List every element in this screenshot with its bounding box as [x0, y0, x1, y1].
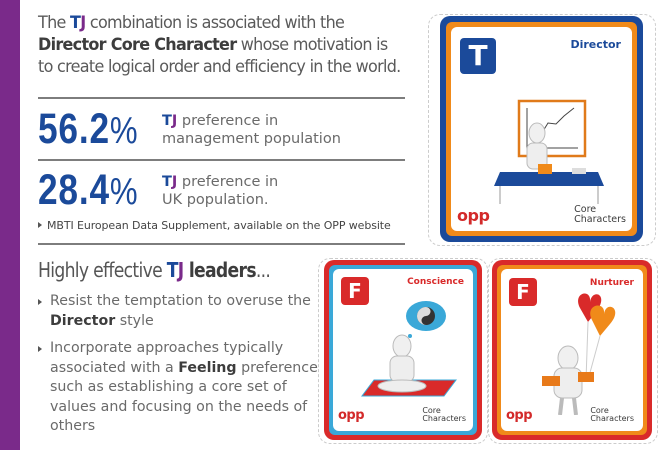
bullet-text: style: [115, 312, 154, 329]
list-item: Resist the temptation to overuse the Dir…: [38, 292, 318, 331]
bullet-triangle-icon: [38, 346, 42, 352]
bullet-bold: Director: [50, 312, 116, 329]
stat-desc-line: preference in: [177, 174, 279, 190]
list-item: Incorporate approaches typically associa…: [38, 339, 318, 437]
card-title: Conscience: [407, 277, 464, 287]
letter-badge: F: [509, 278, 537, 306]
card-shadow: [428, 14, 656, 246]
purple-side-bar: [0, 0, 20, 450]
percent-sign: %: [109, 110, 139, 152]
card-title: Director: [570, 38, 621, 51]
stat-value: 56.2%: [38, 106, 138, 154]
tj-t-letter: T: [166, 258, 179, 282]
stat-number: 28.4: [38, 166, 110, 214]
conscience-illustration-icon: [361, 301, 457, 397]
stat-management: 56.2% TJ preference in management popula…: [38, 106, 408, 156]
logo-line: Core: [574, 204, 597, 215]
intro-paragraph: The TJ combination is associated with th…: [38, 12, 410, 78]
bullet-bold: Feeling: [178, 359, 237, 376]
bullet-text: Resist the temptation to overuse the: [50, 293, 311, 309]
card-shadow: [488, 258, 658, 444]
stat-number: 56.2: [38, 105, 110, 153]
source-note: MBTI European Data Supplement, available…: [38, 219, 391, 232]
stat-uk: 28.4% TJ preference in UK population.: [38, 167, 408, 217]
tj-t-letter: T: [70, 13, 81, 33]
logo-line: Characters: [574, 213, 626, 225]
logo-line: Characters: [590, 414, 634, 423]
tj-t-letter: T: [162, 174, 172, 190]
tj-t-letter: T: [162, 113, 172, 129]
percent-sign: %: [109, 171, 139, 213]
stat-desc-line: UK population.: [162, 192, 269, 208]
card-director: T Director opp Core Characters: [440, 16, 643, 242]
heading-ellipsis: ...: [255, 258, 271, 282]
stat-value: 28.4%: [38, 167, 138, 215]
leaders-bullet-list: Resist the temptation to overuse the Dir…: [38, 292, 318, 445]
intro-text: The: [38, 13, 71, 33]
card-nurturer: F Nurturer opp Core Characters: [492, 260, 652, 440]
tj-j-letter: J: [177, 258, 184, 282]
stat-desc-line: preference in: [177, 113, 279, 129]
stat-description: TJ preference in management population: [162, 112, 341, 148]
stat-desc-line: management population: [162, 131, 341, 147]
opp-logo: opp: [506, 408, 533, 423]
intro-text: combination is associated with the: [85, 13, 345, 33]
letter-badge: F: [341, 277, 369, 305]
intro-text: whose motivation is: [236, 35, 388, 55]
divider: [38, 243, 405, 245]
opp-logo: opp: [457, 206, 490, 225]
core-characters-logo: Core Characters: [574, 205, 626, 224]
logo-line: Characters: [422, 414, 466, 423]
card-shadow: [318, 258, 488, 444]
nurturer-illustration-icon: [542, 293, 616, 415]
divider: [38, 97, 405, 99]
tj-j-letter: J: [171, 113, 178, 129]
tj-j-letter: J: [80, 13, 86, 33]
divider: [38, 159, 405, 161]
core-characters-logo: Core Characters: [590, 407, 634, 423]
core-characters-logo: Core Characters: [422, 407, 466, 423]
opp-logo: opp: [338, 408, 365, 423]
bullet-text: Incorporate approaches typically associa…: [50, 340, 284, 376]
heading-text: Highly effective: [38, 258, 167, 282]
card-title: Nurturer: [589, 278, 634, 288]
letter-badge: T: [460, 38, 496, 74]
logo-line: Core: [590, 406, 609, 415]
bullet-triangle-icon: [38, 222, 42, 228]
intro-text: to create logical order and efficiency i…: [38, 57, 401, 77]
card-conscience: F Conscience opp Core Characters: [324, 260, 482, 440]
director-core-character: Director Core Character: [38, 35, 237, 55]
logo-line: Core: [422, 406, 441, 415]
bullet-text: preference such as establishing a core s…: [50, 359, 318, 435]
source-text: MBTI European Data Supplement, available…: [47, 219, 391, 232]
leaders-heading: Highly effective TJ leaders...: [38, 258, 271, 282]
bullet-triangle-icon: [38, 299, 42, 305]
director-illustration-icon: [494, 99, 604, 204]
heading-bold: leaders: [183, 258, 257, 282]
stat-description: TJ preference in UK population.: [162, 173, 278, 209]
tj-j-letter: J: [171, 174, 178, 190]
